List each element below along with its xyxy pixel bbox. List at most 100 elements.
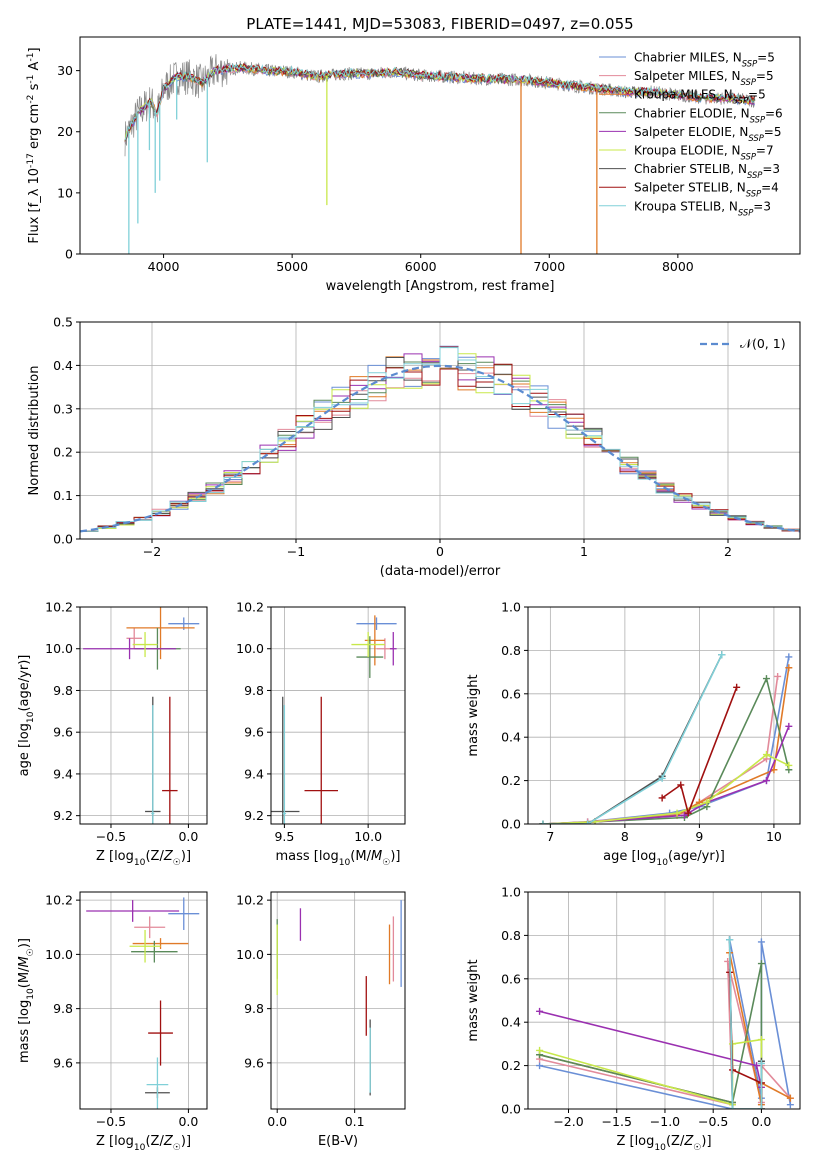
legend-entry: Salpeter ELODIE, NSSP=5 [634,125,782,143]
y-tick-label: 0.3 [53,401,73,416]
x-tick-label: 9 [695,829,703,844]
y-axis-label: Normed distribution [27,366,42,496]
x-axis-label: mass [log10(M/M☉)] [276,849,401,868]
label-part: Salpeter STELIB, N [634,181,746,195]
x-axis-label: Z [log10(Z/Z☉)] [96,1134,191,1153]
label-part: Normed distribution [27,366,42,496]
plot-area [271,615,397,824]
label-part: mass [ [276,849,319,864]
label-part: age [ [17,743,32,776]
y-tick-label: 20 [57,124,73,139]
plot-area [539,651,793,824]
label-part: =3 [753,199,771,213]
y-tick-label: 9.2 [244,808,264,823]
x-tick-label: −2.0 [553,1114,583,1129]
mass-vs-extinction-panel: 0.0 0.1 9.6 9.8 10.0 10.2 E(B-V) [236,891,406,1149]
y-axis-label: Flux [f_λ 10-17 erg cm-2 s-1 A-1] [26,47,42,243]
label-part: -2 [26,95,36,104]
data-point-marker [726,936,734,944]
x-axis-label: Z [log10(Z/Z☉)] [616,1134,711,1153]
x-tick-label: 0.1 [345,1114,365,1129]
label-part: Z [ [96,1134,114,1149]
data-point-marker [785,653,793,661]
label-part: (age/yr)] [668,849,725,864]
y-tick-label: 10.2 [45,893,73,908]
x-tick-label: 0.0 [178,1114,198,1129]
label-part: log [635,1134,655,1149]
data-point-marker [785,664,793,672]
y-tick-label: 10.2 [236,893,264,908]
label-part: 10 [339,858,351,868]
label-part: 10 [654,1143,666,1153]
label-part: SSP [733,96,749,106]
legend-entry: Salpeter STELIB, NSSP=4 [634,181,779,199]
label-part: ☉ [382,858,390,868]
data-point-marker [757,1105,765,1109]
data-point-marker [536,1062,544,1070]
label-part: 10 [26,711,36,723]
plot-area [536,936,794,1109]
label-part: =4 [761,181,779,195]
x-tick-label: 7 [546,829,554,844]
y-tick-label: 0.4 [501,1015,521,1030]
label-part: ☉ [693,1143,701,1153]
legend-entry: Salpeter MILES, NSSP=5 [634,69,774,87]
mass-weight-line [542,753,790,824]
y-tick-label: 0.2 [501,773,521,788]
x-tick-label: 6000 [405,259,437,274]
data-point-marker [728,1105,736,1109]
label-part: SSP [741,77,757,87]
label-part: =5 [757,51,775,65]
y-tick-label: 9.6 [244,725,264,740]
data-point-marker [786,1094,794,1102]
label-part: SSP [748,133,764,143]
label-part: SSP [742,59,758,69]
y-tick-label: 1.0 [501,600,521,615]
data-point-marker [762,675,770,683]
label-part: log [637,849,657,864]
data-point-marker [658,774,666,782]
data-point-marker [658,794,666,802]
spectrum-title: PLATE=1441, MJD=53083, FIBERID=0497, z=0… [246,15,633,33]
x-tick-label: 8 [621,829,629,844]
label-part: =3 [762,162,780,176]
y-tick-label: 0.6 [501,971,521,986]
x-tick-label: 1 [580,544,588,559]
label-part: ☉ [26,948,36,956]
data-point-marker [677,781,685,789]
label-part: Kroupa MILES, N [634,88,733,102]
label-part: log [114,849,134,864]
label-part: SSP [747,170,763,180]
y-tick-label: 30 [57,63,73,78]
x-tick-label: −0.5 [96,1114,126,1129]
y-tick-label: 9.4 [244,766,264,781]
y-tick-label: 10.2 [236,600,264,615]
label-part: wavelength [Angstrom, rest frame] [326,279,555,294]
x-axis-label: (data-model)/error [380,564,501,579]
y-axis-label: age [log10(age/yr)] [17,655,36,777]
y-tick-label: 10.0 [45,947,73,962]
label-part: (data-model)/error [380,564,501,579]
label-part: M [371,849,382,864]
label-part: ] [27,47,42,52]
plot-area [83,607,200,824]
label-part: )] [181,1134,191,1149]
x-tick-label: 2 [724,544,732,559]
x-tick-label: 0 [436,544,444,559]
legend-entry: Kroupa MILES, NSSP=5 [634,88,766,106]
spectrum-panel: 4000 5000 6000 7000 8000 0 10 20 30 wavelength [A… [26,36,801,294]
x-tick-label: 0.0 [267,1114,287,1129]
label-part: -17 [26,153,36,168]
label-part: Kroupa ELODIE, N [634,144,741,158]
axes-frame [79,891,208,1110]
label-part: -1 [26,52,36,61]
mass-weight-line [539,1038,763,1109]
label-part: =7 [756,144,774,158]
label-part: log [17,723,32,743]
y-tick-label: 1.0 [501,885,521,900]
y-tick-label: 10.2 [45,600,73,615]
label-part: log [319,849,339,864]
mass-weight-line [661,687,738,816]
data-point-marker [785,761,793,769]
